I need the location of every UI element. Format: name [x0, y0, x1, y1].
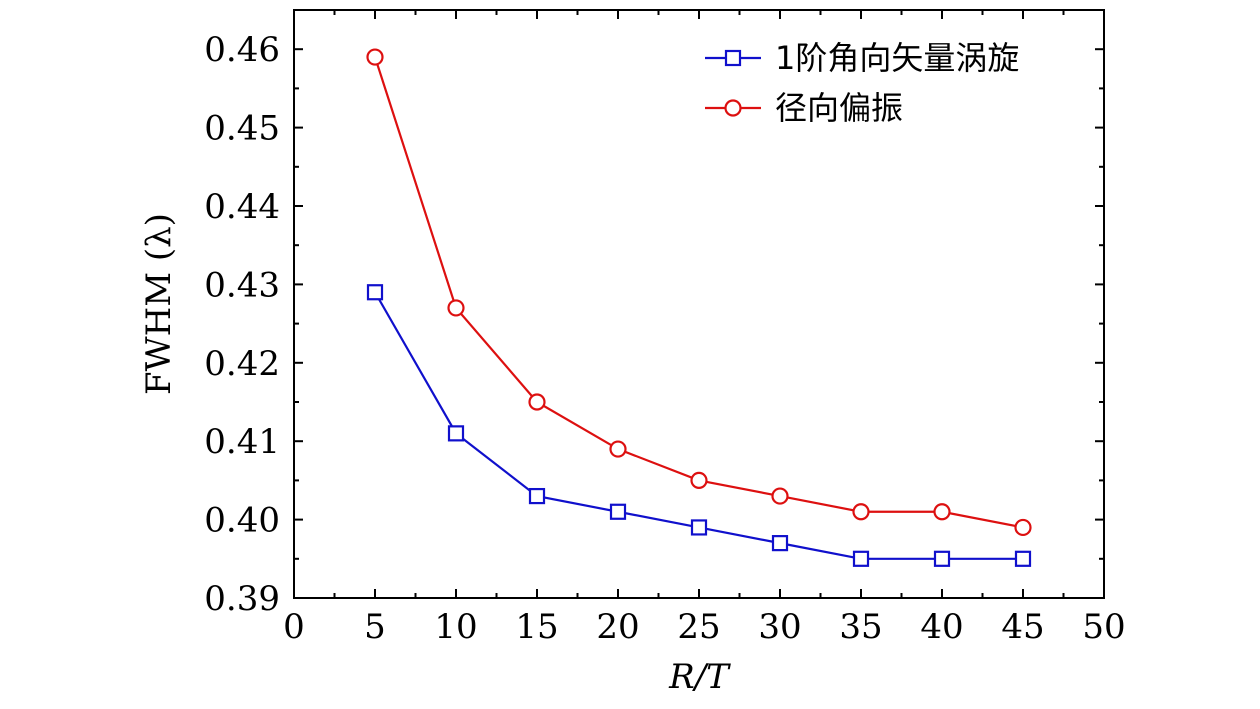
- x-tick-label: 25: [677, 607, 720, 647]
- series-1: [366, 284, 1032, 567]
- data-point: [366, 284, 384, 301]
- y-tick-label: 0.45: [204, 109, 280, 149]
- y-tick-label: 0.44: [204, 187, 280, 227]
- data-point: [447, 425, 465, 442]
- x-tick-label: 50: [1082, 607, 1125, 647]
- data-point: [366, 48, 384, 66]
- data-point: [447, 299, 465, 317]
- legend-marker: [724, 99, 742, 117]
- y-tick-label: 0.41: [204, 422, 280, 462]
- data-point: [690, 471, 708, 489]
- data-point: [609, 503, 627, 520]
- series-2: [366, 48, 1032, 537]
- x-tick-label: 15: [515, 607, 558, 647]
- y-tick-label: 0.46: [204, 30, 280, 70]
- data-point: [771, 535, 789, 552]
- data-point: [1014, 518, 1032, 537]
- data-point: [1014, 550, 1032, 567]
- series-line: [374, 291, 1023, 560]
- x-tick-label: 20: [596, 607, 639, 647]
- y-tick-label: 0.40: [204, 501, 280, 541]
- data-point: [528, 487, 546, 505]
- data-point: [933, 550, 951, 567]
- y-axis-title: FWHM (λ): [139, 213, 179, 395]
- legend-label: 径向偏振: [775, 89, 903, 127]
- data-point: [852, 550, 870, 567]
- data-point: [852, 503, 870, 521]
- y-tick-label: 0.42: [204, 344, 280, 384]
- x-tick-label: 40: [920, 607, 963, 647]
- x-tick-label: 5: [364, 607, 386, 647]
- axis-ticks: [293, 10, 1105, 599]
- plot-frame: [293, 9, 1105, 599]
- legend-item-2: 径向偏振: [705, 89, 903, 127]
- x-tick-label: 45: [1001, 607, 1044, 647]
- y-tick-label: 0.43: [204, 265, 280, 305]
- data-point: [609, 440, 627, 458]
- data-point: [528, 393, 546, 411]
- data-point: [933, 503, 951, 521]
- series-layer: [366, 48, 1032, 567]
- x-tick-label: 35: [839, 607, 882, 647]
- data-point: [690, 519, 708, 536]
- data-point: [771, 487, 789, 505]
- x-axis-title: R/T: [668, 657, 731, 697]
- legend-marker: [724, 49, 742, 67]
- x-tick-label: 0: [283, 607, 305, 647]
- legend-item-1: 1阶角向矢量涡旋: [705, 39, 1019, 77]
- x-tick-label: 30: [758, 607, 801, 647]
- axis-tick-labels: 0 5 10 15 20 25 30 35 40 45 50 0.39 0.40 0.41 0.42 0.43…: [204, 30, 1125, 647]
- x-tick-label: 10: [434, 607, 477, 647]
- y-tick-label: 0.39: [204, 579, 280, 619]
- series-line: [373, 56, 1024, 529]
- legend-label: 1阶角向矢量涡旋: [775, 39, 1019, 77]
